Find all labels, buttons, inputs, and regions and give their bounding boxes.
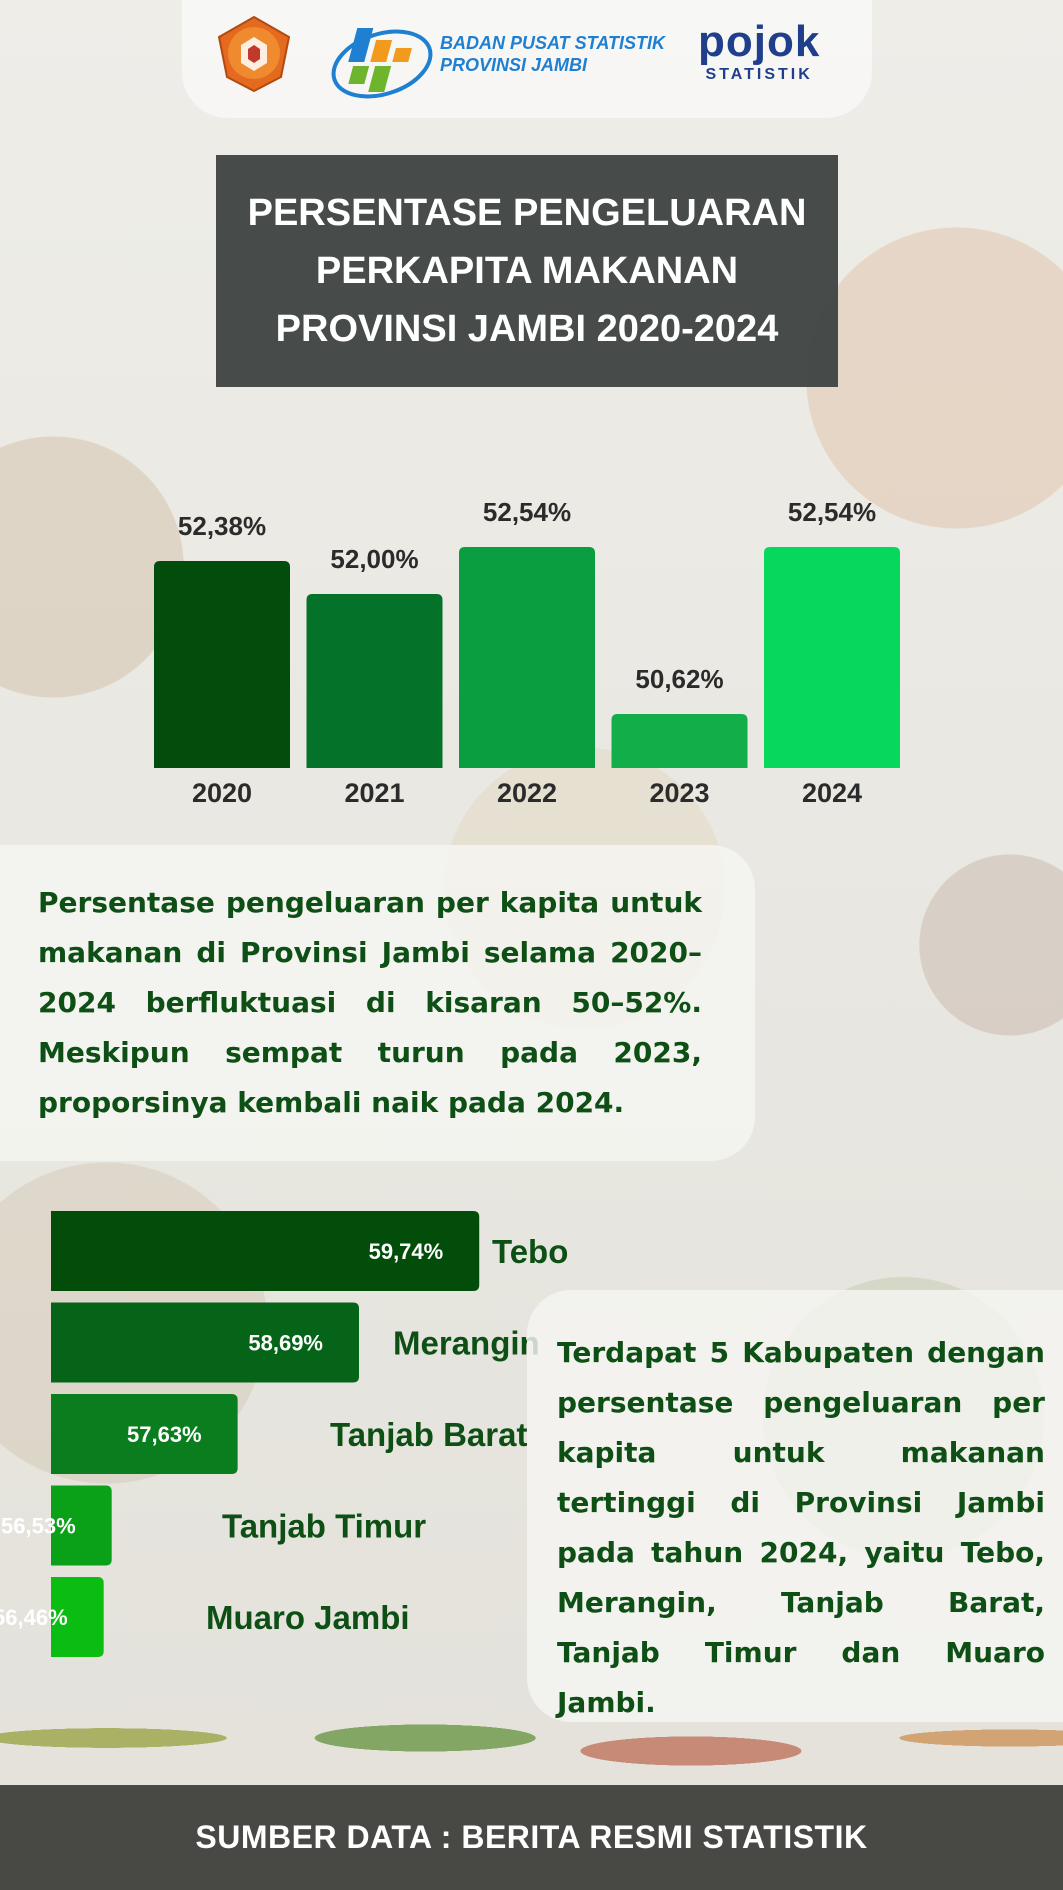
description-panel-1: [0, 845, 755, 1161]
universitas-jambi-logo: [217, 15, 291, 93]
title-box: PERSENTASE PENGELUARAN PERKAPITA MAKANAN…: [216, 155, 838, 387]
logo-bar: [182, 0, 872, 118]
description-text-1: Persentase pengeluaran per kapita untuk …: [38, 886, 702, 1119]
description-text-2: Terdapat 5 Kabupaten dengan persentase p…: [557, 1336, 1045, 1719]
pojok-statistik-logo: pojok STATISTIK: [698, 20, 820, 84]
bps-name: BADAN PUSAT STATISTIK PROVINSI JAMBI: [440, 32, 665, 76]
page-title: PERSENTASE PENGELUARAN PERKAPITA MAKANAN…: [247, 192, 807, 350]
pojok-subtitle: STATISTIK: [705, 66, 813, 83]
description-panel-2: [527, 1290, 1063, 1722]
bps-name-line2: PROVINSI JAMBI: [440, 55, 588, 75]
bps-name-line1: BADAN PUSAT STATISTIK: [440, 33, 665, 53]
bps-logo: [331, 28, 433, 99]
pojok-word: pojok: [698, 17, 821, 66]
footer-bar: SUMBER DATA : BERITA RESMI STATISTIK: [0, 1785, 1063, 1890]
source-note: SUMBER DATA : BERITA RESMI STATISTIK: [195, 1819, 868, 1855]
